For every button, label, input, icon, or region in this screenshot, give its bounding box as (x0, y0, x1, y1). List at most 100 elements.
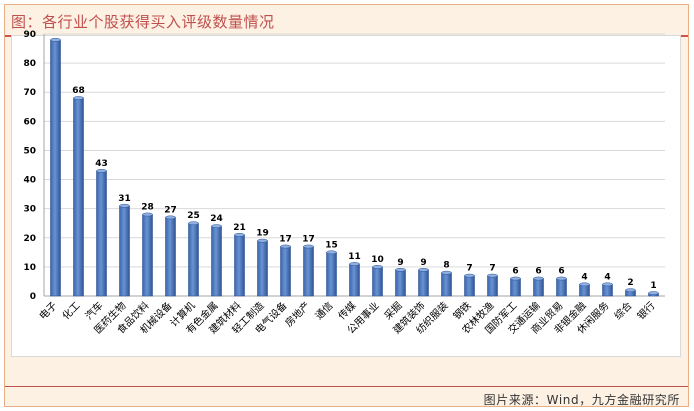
bar-cap (464, 273, 475, 278)
data-label: 6 (535, 267, 541, 277)
data-label: 7 (466, 264, 472, 274)
data-label: 17 (279, 235, 292, 245)
bar-cap (119, 203, 130, 208)
bar (556, 278, 567, 297)
data-label: 43 (95, 159, 108, 169)
data-label: 1 (650, 281, 656, 291)
bar (395, 269, 406, 297)
data-label: 10 (371, 255, 384, 265)
x-tick-label: 房地产 (282, 299, 312, 329)
bar (280, 246, 291, 297)
bar-cap (625, 288, 636, 293)
data-label: 15 (325, 240, 338, 250)
data-label: 21 (233, 223, 246, 233)
bar (418, 269, 429, 297)
x-tick-label: 银行 (634, 299, 657, 322)
bar (257, 240, 268, 297)
x-tick-label: 综合 (611, 299, 634, 322)
y-tick-label: 50 (23, 146, 36, 156)
bar-cap (579, 282, 590, 287)
bar (326, 252, 337, 297)
x-tick-label: 通信 (313, 300, 336, 323)
bar-cap (441, 270, 452, 275)
data-label: 27 (164, 205, 177, 215)
bar (487, 275, 498, 297)
bar-cap (73, 96, 84, 100)
bar (73, 97, 84, 297)
bar-cap (280, 244, 291, 249)
bar (165, 217, 176, 297)
x-tick-label: 化工 (59, 299, 82, 322)
bar-cap (96, 168, 107, 173)
bar (211, 225, 222, 297)
bar-cap (349, 262, 360, 266)
bar-cap (234, 233, 245, 237)
bar-cap (142, 212, 153, 217)
bar (303, 246, 314, 297)
bar-cap (602, 282, 613, 287)
bar-cap (188, 221, 199, 226)
bar-cap (165, 215, 176, 220)
y-tick-label: 40 (23, 176, 36, 186)
bar (234, 234, 245, 297)
bar (510, 278, 521, 297)
y-tick-label: 10 (23, 263, 36, 273)
bar (372, 266, 383, 297)
bar (349, 263, 360, 297)
data-label: 6 (512, 267, 518, 277)
data-label: 9 (397, 258, 403, 268)
bar-cap (257, 238, 268, 243)
y-tick-label: 90 (23, 30, 36, 40)
data-label: 25 (187, 211, 200, 221)
bar-cap (648, 291, 659, 295)
source-note: 图片来源：Wind，九方金融研究所 (483, 393, 680, 407)
y-tick-label: 30 (23, 205, 36, 215)
y-tick-label: 80 (23, 59, 36, 69)
figure-title: 图：各行业个股获得买入评级数量情况 (11, 13, 275, 31)
data-label: 4 (581, 272, 587, 282)
data-label: 28 (141, 202, 154, 212)
footer-divider (5, 386, 688, 387)
data-label: 7 (489, 264, 495, 274)
data-label: 11 (348, 252, 361, 262)
bar (119, 205, 130, 297)
data-label: 9 (420, 258, 426, 268)
bars (50, 37, 659, 297)
data-label: 17 (302, 235, 315, 245)
bar (96, 170, 107, 297)
bar-cap (487, 273, 498, 278)
bar-cap (303, 244, 314, 249)
bar (441, 272, 452, 297)
bar-cap (326, 250, 337, 255)
data-label: 4 (604, 272, 610, 282)
bar-cap (418, 267, 429, 272)
y-tick-label: 70 (23, 88, 36, 98)
bar (533, 278, 544, 297)
bar (188, 222, 199, 297)
bar (464, 275, 475, 297)
data-label: 19 (256, 229, 269, 239)
figure-frame: 图：各行业个股获得买入评级数量情况 图片来源：Wind，九方金融研究所 (4, 4, 689, 407)
bar (50, 39, 61, 297)
data-label: 31 (118, 194, 131, 204)
data-label: 8 (443, 261, 449, 271)
bar (142, 214, 153, 297)
plot-panel (11, 35, 681, 357)
bar-cap (50, 37, 61, 42)
x-axis: 电子 化工 汽车医药生物食品饮料机械设备计算机有色金属建筑材料轻工制造电气设备房地产… (36, 299, 657, 336)
data-label: 6 (558, 267, 564, 277)
data-label: 24 (210, 214, 223, 224)
x-tick-label: 电子 (36, 299, 59, 322)
bar-cap (533, 276, 544, 281)
bar-cap (211, 224, 222, 228)
bar-cap (395, 267, 406, 272)
y-tick-label: 60 (23, 117, 36, 127)
data-label: 68 (72, 86, 85, 96)
bar-cap (510, 276, 521, 281)
bar-cap (372, 265, 383, 269)
y-tick-label: 20 (23, 234, 36, 244)
data-label: 2 (627, 278, 633, 288)
bar-cap (556, 276, 567, 281)
y-tick-label: 0 (30, 292, 36, 302)
